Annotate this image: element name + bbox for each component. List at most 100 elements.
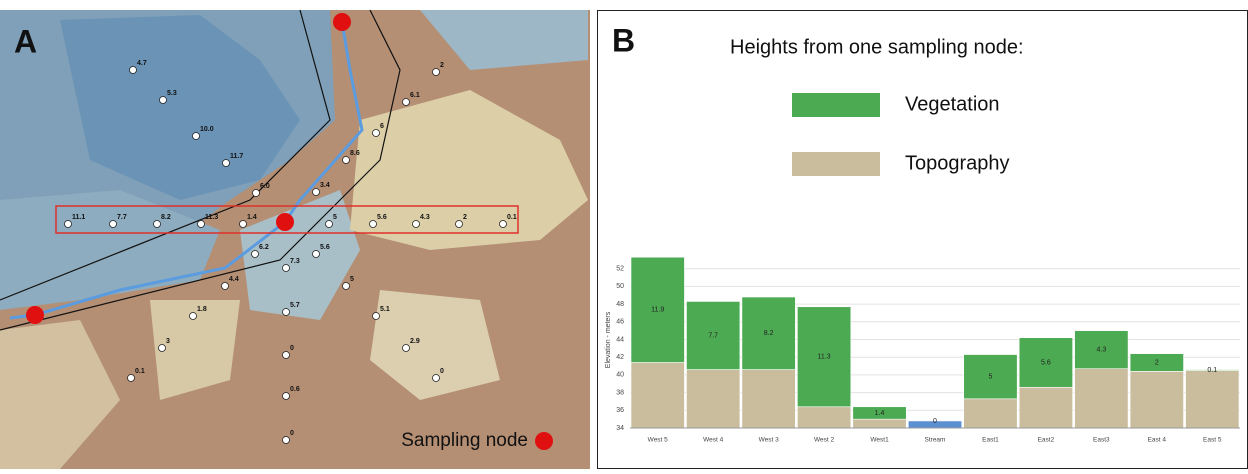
- sample-point: [283, 265, 290, 272]
- sample-point: [326, 221, 333, 228]
- sample-point: [456, 221, 463, 228]
- sample-label: 0.1: [135, 368, 145, 375]
- sample-point: [373, 313, 380, 320]
- value-label: 5: [989, 374, 993, 381]
- y-tick-label: 46: [616, 319, 624, 326]
- y-tick-label: 42: [616, 354, 624, 361]
- x-tick-label: East3: [1093, 437, 1110, 444]
- sample-label: 0: [290, 430, 294, 437]
- bar-segment: [964, 399, 1017, 428]
- panel-label: A: [14, 23, 37, 59]
- bar-segment: [631, 363, 684, 428]
- sample-label: 0.6: [290, 386, 300, 393]
- value-label: 11.9: [651, 307, 664, 314]
- sample-point: [110, 221, 117, 228]
- sample-point: [190, 313, 197, 320]
- sample-label: 3.4: [320, 182, 330, 189]
- sample-label: 5.1: [380, 306, 390, 313]
- x-tick-label: East 4: [1148, 437, 1167, 444]
- sample-label: 2: [440, 62, 444, 69]
- value-label: 2: [1155, 359, 1159, 366]
- y-tick-label: 50: [616, 283, 624, 290]
- value-label: 11.3: [818, 354, 831, 361]
- sample-label: 7.3: [290, 258, 300, 265]
- sample-label: 6.0: [260, 183, 270, 190]
- sample-point: [373, 130, 380, 137]
- sample-label: 11.7: [230, 153, 243, 160]
- sample-label: 7.7: [117, 214, 127, 221]
- legend-label: Topography: [905, 152, 1010, 174]
- x-tick-label: West 3: [759, 437, 779, 444]
- sample-point: [500, 221, 507, 228]
- bar-segment: [853, 419, 906, 428]
- sample-label: 3: [166, 338, 170, 345]
- sample-label: 6: [380, 123, 384, 130]
- sample-label: 1.4: [247, 214, 257, 221]
- x-tick-label: West 2: [814, 437, 834, 444]
- sample-label: 8.2: [161, 214, 171, 221]
- x-tick-label: East2: [1038, 437, 1055, 444]
- bar-segment: [1186, 370, 1239, 428]
- sample-point: [159, 345, 166, 352]
- value-label: 8.2: [764, 330, 774, 337]
- sample-point: [223, 160, 230, 167]
- figure: A Sampling node B Heights from one sampl…: [0, 0, 1248, 469]
- sample-label: 10.0: [200, 126, 214, 133]
- bar-segment: [1019, 387, 1072, 428]
- x-tick-label: West 4: [703, 437, 723, 444]
- sample-point: [65, 221, 72, 228]
- x-tick-label: Stream: [925, 437, 946, 444]
- sample-point: [128, 375, 135, 382]
- bar-segment: [742, 370, 795, 428]
- sample-point: [130, 67, 137, 74]
- y-tick-label: 52: [616, 266, 624, 273]
- legend-swatch: [792, 93, 880, 117]
- sample-label: 2: [463, 214, 467, 221]
- y-axis-label: Elevation - meters: [605, 311, 612, 368]
- sample-point: [413, 221, 420, 228]
- sample-point: [283, 393, 290, 400]
- value-label: 5.6: [1041, 359, 1051, 366]
- x-tick-label: East1: [982, 437, 999, 444]
- sample-point: [313, 189, 320, 196]
- bar-segment: [1075, 369, 1128, 428]
- sample-label: 6.2: [259, 244, 269, 251]
- sample-point: [283, 437, 290, 444]
- sample-label: 1.8: [197, 306, 207, 313]
- sample-point: [160, 97, 167, 104]
- sample-point: [433, 375, 440, 382]
- y-tick-label: 34: [616, 425, 624, 432]
- y-tick-label: 48: [616, 301, 624, 308]
- sample-point: [193, 133, 200, 140]
- sample-point: [313, 251, 320, 258]
- sample-label: 2.9: [410, 338, 420, 345]
- sample-label: 5.7: [290, 302, 300, 309]
- bar-segment: [686, 370, 739, 428]
- value-label: 4.3: [1096, 347, 1106, 354]
- sample-point: [403, 99, 410, 106]
- sample-label: 11.3: [205, 214, 218, 221]
- chart-title: Heights from one sampling node:: [730, 36, 1024, 58]
- panel-label: B: [612, 22, 635, 58]
- sampling-node: [276, 213, 294, 231]
- value-label: 1.4: [875, 410, 885, 417]
- sample-point: [403, 345, 410, 352]
- sample-point: [252, 251, 259, 258]
- y-tick-label: 44: [616, 336, 624, 343]
- sample-label: 6.1: [410, 92, 420, 99]
- x-tick-label: East 5: [1203, 437, 1222, 444]
- y-tick-label: 38: [616, 389, 624, 396]
- sample-label: 5.3: [167, 90, 177, 97]
- map-legend-symbol: [535, 432, 553, 450]
- legend-label: Vegetation: [905, 93, 1000, 115]
- sample-point: [253, 190, 260, 197]
- value-label: 0: [933, 418, 937, 425]
- sample-label: 0.1: [507, 214, 517, 221]
- sampling-node: [333, 13, 351, 31]
- sample-point: [343, 157, 350, 164]
- sample-label: 5: [350, 276, 354, 283]
- x-tick-label: West1: [870, 437, 889, 444]
- sample-point: [343, 283, 350, 290]
- sampling-node: [26, 306, 44, 324]
- legend-swatch: [792, 152, 880, 176]
